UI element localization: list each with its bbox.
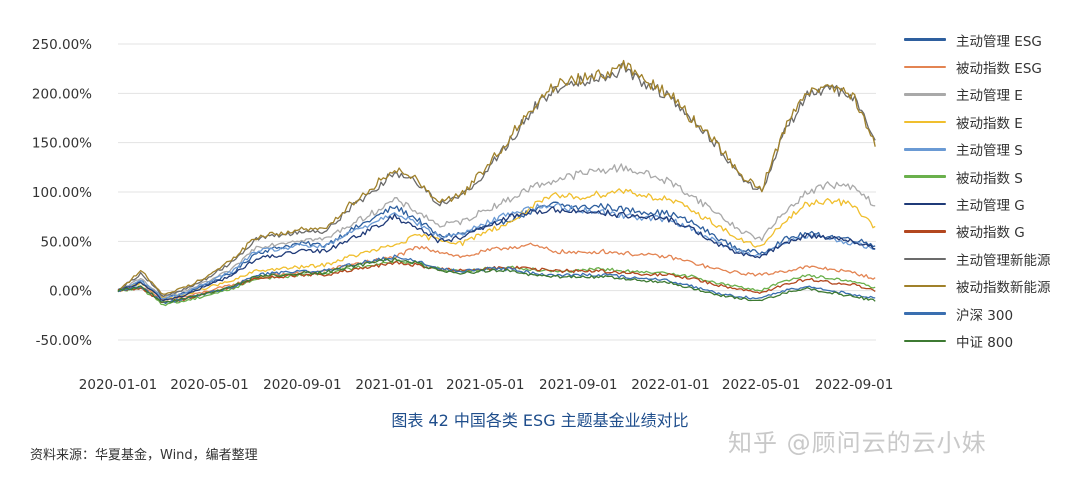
legend-item: 被动指数 G bbox=[904, 218, 1074, 245]
source-note: 资料来源：华夏基金，Wind，编者整理 bbox=[30, 448, 258, 463]
series-line bbox=[117, 242, 876, 302]
legend-label: 主动管理 E bbox=[956, 88, 1023, 105]
legend-item: 沪深 300 bbox=[904, 300, 1074, 327]
series-line bbox=[117, 201, 876, 300]
y-tick-label: -50.00% bbox=[36, 333, 93, 349]
x-tick-label: 2020-05-01 bbox=[170, 377, 248, 393]
legend-label: 主动管理新能源 bbox=[956, 252, 1051, 269]
legend-label: 被动指数 E bbox=[956, 115, 1023, 132]
y-tick-label: 150.00% bbox=[32, 136, 92, 152]
series-line bbox=[117, 206, 876, 302]
legend-label: 被动指数 G bbox=[956, 225, 1025, 242]
legend-label: 被动指数新能源 bbox=[956, 280, 1051, 297]
legend-label: 主动管理 G bbox=[956, 198, 1025, 215]
legend-swatch bbox=[904, 257, 946, 261]
legend-swatch bbox=[904, 202, 946, 206]
x-tick-label: 2022-05-01 bbox=[722, 377, 800, 393]
legend-swatch bbox=[904, 312, 946, 315]
legend-swatch bbox=[904, 230, 946, 233]
series-line bbox=[117, 188, 876, 300]
y-tick-label: 100.00% bbox=[32, 185, 92, 201]
legend-swatch bbox=[904, 284, 946, 288]
x-tick-label: 2021-01-01 bbox=[355, 377, 433, 393]
legend-swatch bbox=[904, 339, 946, 343]
legend-label: 被动指数 S bbox=[956, 170, 1023, 187]
legend-item: 主动管理 ESG bbox=[904, 26, 1074, 53]
x-tick-label: 2021-05-01 bbox=[446, 377, 524, 393]
watermark: 知乎 @顾问云的云小妹 bbox=[728, 429, 987, 457]
legend-swatch bbox=[904, 175, 946, 178]
legend-item: 主动管理 S bbox=[904, 136, 1074, 163]
chart-legend: 主动管理 ESG 被动指数 ESG 主动管理 E 被动指数 E 主动管理 S 被动指数 S… bbox=[904, 26, 1074, 355]
legend-swatch bbox=[904, 65, 946, 69]
legend-item: 主动管理 G bbox=[904, 190, 1074, 217]
legend-item: 被动指数 S bbox=[904, 163, 1074, 190]
legend-label: 沪深 300 bbox=[956, 307, 1014, 324]
x-tick-label: 2020-01-01 bbox=[79, 377, 157, 393]
legend-item: 主动管理新能源 bbox=[904, 245, 1074, 272]
legend-label: 中证 800 bbox=[956, 334, 1014, 351]
series-line bbox=[117, 259, 876, 307]
x-tick-label: 2022-09-01 bbox=[815, 377, 893, 393]
y-tick-label: 50.00% bbox=[41, 234, 93, 250]
y-tick-label: 0.00% bbox=[49, 284, 92, 300]
series-line bbox=[117, 257, 876, 303]
x-tick-label: 2021-09-01 bbox=[539, 377, 617, 393]
legend-item: 主动管理 E bbox=[904, 81, 1074, 108]
legend-label: 主动管理 S bbox=[956, 143, 1023, 160]
legend-swatch bbox=[904, 38, 946, 41]
series-line bbox=[117, 202, 876, 300]
legend-label: 被动指数 ESG bbox=[956, 61, 1042, 78]
y-tick-label: 200.00% bbox=[32, 86, 92, 102]
series-line bbox=[117, 163, 876, 298]
legend-item: 被动指数新能源 bbox=[904, 273, 1074, 300]
legend-swatch bbox=[904, 148, 946, 151]
legend-swatch bbox=[904, 120, 946, 124]
series-line bbox=[117, 62, 876, 297]
legend-item: 中证 800 bbox=[904, 327, 1074, 354]
series-line bbox=[117, 59, 876, 295]
y-tick-label: 250.00% bbox=[32, 37, 92, 53]
legend-item: 被动指数 ESG bbox=[904, 53, 1074, 80]
chart-title: 图表 42 中国各类 ESG 主题基金业绩对比 bbox=[391, 411, 689, 430]
legend-item: 被动指数 E bbox=[904, 108, 1074, 135]
series-line bbox=[117, 254, 876, 305]
legend-swatch bbox=[904, 93, 946, 96]
x-tick-label: 2020-09-01 bbox=[263, 377, 341, 393]
legend-label: 主动管理 ESG bbox=[956, 33, 1042, 50]
x-tick-label: 2022-01-01 bbox=[631, 377, 709, 393]
